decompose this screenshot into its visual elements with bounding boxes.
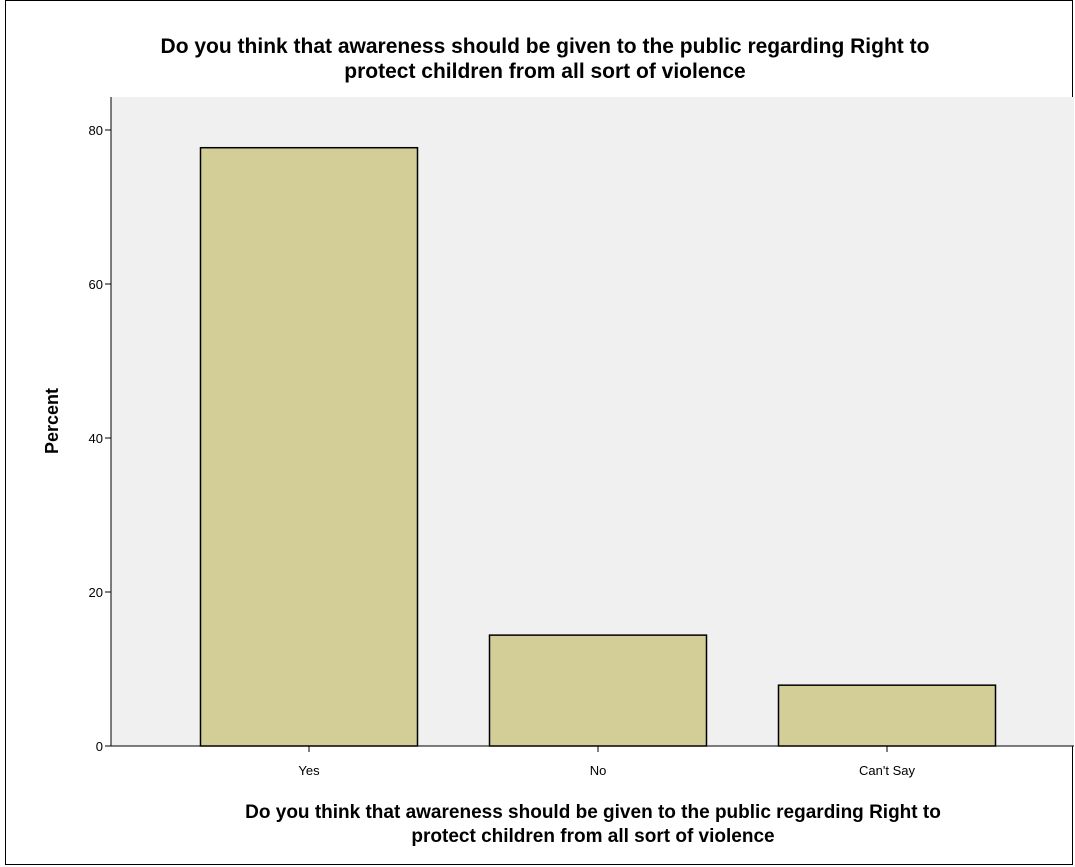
bar-2 [777, 684, 997, 747]
chart-frame: Do you think that awareness should be gi… [5, 0, 1074, 865]
bar-0 [199, 146, 419, 747]
y-tick-label-4: 80 [89, 123, 103, 138]
chart-title-line-2: protect children from all sort of violen… [344, 60, 745, 83]
x-tick-label-2: Can't Say [859, 763, 915, 778]
x-axis-label-line-2: protect children from all sort of violen… [411, 826, 774, 847]
x-ticks-layer: Yes No Can't Say [298, 746, 915, 778]
x-tick-label-1: No [590, 763, 607, 778]
bar-1 [488, 634, 708, 747]
y-axis-label: Percent [42, 388, 62, 454]
y-tick-label-3: 60 [89, 277, 103, 292]
y-tick-label-0: 0 [96, 739, 103, 754]
x-axis-label-line-1: Do you think that awareness should be gi… [245, 802, 941, 823]
chart-title-line-1: Do you think that awareness should be gi… [161, 35, 930, 58]
y-tick-label-1: 20 [89, 585, 103, 600]
y-ticks-layer: 0 20 40 60 80 [89, 123, 111, 754]
y-tick-label-2: 40 [89, 431, 103, 446]
x-tick-label-0: Yes [298, 763, 320, 778]
bars-layer [199, 146, 997, 747]
bar-chart: Do you think that awareness should be gi… [42, 35, 1074, 847]
